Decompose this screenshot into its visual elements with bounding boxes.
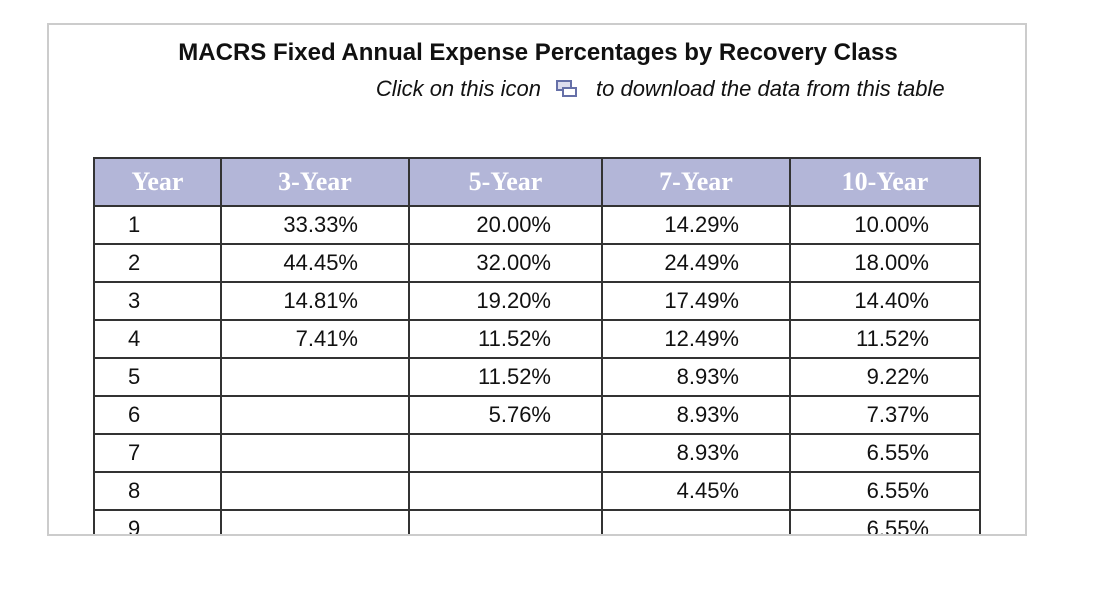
value-cell: 6.55% — [789, 509, 981, 534]
column-header: 7-Year — [601, 157, 791, 207]
value-cell: 8.93% — [601, 357, 791, 397]
table-row: 1 33.33% 20.00% 14.29% 10.00% — [93, 205, 981, 245]
value-cell: 11.52% — [408, 357, 603, 397]
value-cell: 10.00% — [789, 205, 981, 245]
subtitle: Click on this icon — [375, 76, 541, 101]
value-cell — [220, 357, 410, 397]
header-row: Year 3-Year 5-Year 7-Year 10-Year — [93, 157, 981, 207]
value-cell — [220, 471, 410, 511]
table-row: 5 11.52% 8.93% 9.22% — [93, 357, 981, 397]
download-icon[interactable] — [556, 79, 578, 99]
table-row: 6 5.76% 8.93% 7.37% — [93, 395, 981, 435]
table-row: 3 14.81% 19.20% 17.49% 14.40% — [93, 281, 981, 321]
value-cell: 17.49% — [601, 281, 791, 321]
year-cell: 2 — [93, 243, 222, 283]
table-row: 9 6.55% — [93, 509, 981, 534]
value-cell: 6.55% — [789, 471, 981, 511]
value-cell: 11.52% — [408, 319, 603, 359]
value-cell: 8.93% — [601, 433, 791, 473]
value-cell: 18.00% — [789, 243, 981, 283]
subtitle: to download the data from this table — [596, 76, 945, 101]
column-header: 10-Year — [789, 157, 981, 207]
year-cell: 5 — [93, 357, 222, 397]
column-header: 5-Year — [408, 157, 603, 207]
value-cell: 32.00% — [408, 243, 603, 283]
value-cell: 9.22% — [789, 357, 981, 397]
value-cell: 44.45% — [220, 243, 410, 283]
value-cell: 33.33% — [220, 205, 410, 245]
table-row: 4 7.41% 11.52% 12.49% 11.52% — [93, 319, 981, 359]
value-cell — [220, 433, 410, 473]
year-cell: 4 — [93, 319, 222, 359]
value-cell: 7.37% — [789, 395, 981, 435]
value-cell: 24.49% — [601, 243, 791, 283]
value-cell — [408, 433, 603, 473]
year-cell: 8 — [93, 471, 222, 511]
year-cell: 6 — [93, 395, 222, 435]
value-cell: 14.81% — [220, 281, 410, 321]
year-cell: 3 — [93, 281, 222, 321]
value-cell — [220, 395, 410, 435]
value-cell: 12.49% — [601, 319, 791, 359]
table-row: 2 44.45% 32.00% 24.49% 18.00% — [93, 243, 981, 283]
year-cell: 1 — [93, 205, 222, 245]
data-table: Year 3-Year 5-Year 7-Year 10-Year 1 33.33% 20.… — [93, 157, 981, 534]
table-panel: MACRS Fixed Annual Expense Percentages b… — [47, 23, 1027, 536]
value-cell — [601, 509, 791, 534]
table-row: 7 8.93% 6.55% — [93, 433, 981, 473]
column-header: 3-Year — [220, 157, 410, 207]
year-cell: 7 — [93, 433, 222, 473]
value-cell: 5.76% — [408, 395, 603, 435]
value-cell: 14.40% — [789, 281, 981, 321]
column-header: Year — [93, 157, 222, 207]
value-cell — [220, 509, 410, 534]
value-cell: 4.45% — [601, 471, 791, 511]
value-cell: 8.93% — [601, 395, 791, 435]
value-cell: 6.55% — [789, 433, 981, 473]
table-row: 8 4.45% 6.55% — [93, 471, 981, 511]
title: MACRS Fixed Annual Expense Percentages b… — [178, 39, 898, 66]
value-cell — [408, 471, 603, 511]
value-cell: 20.00% — [408, 205, 603, 245]
value-cell — [408, 509, 603, 534]
year-cell: 9 — [93, 509, 222, 534]
value-cell: 11.52% — [789, 319, 981, 359]
value-cell: 14.29% — [601, 205, 791, 245]
value-cell: 19.20% — [408, 281, 603, 321]
value-cell: 7.41% — [220, 319, 410, 359]
